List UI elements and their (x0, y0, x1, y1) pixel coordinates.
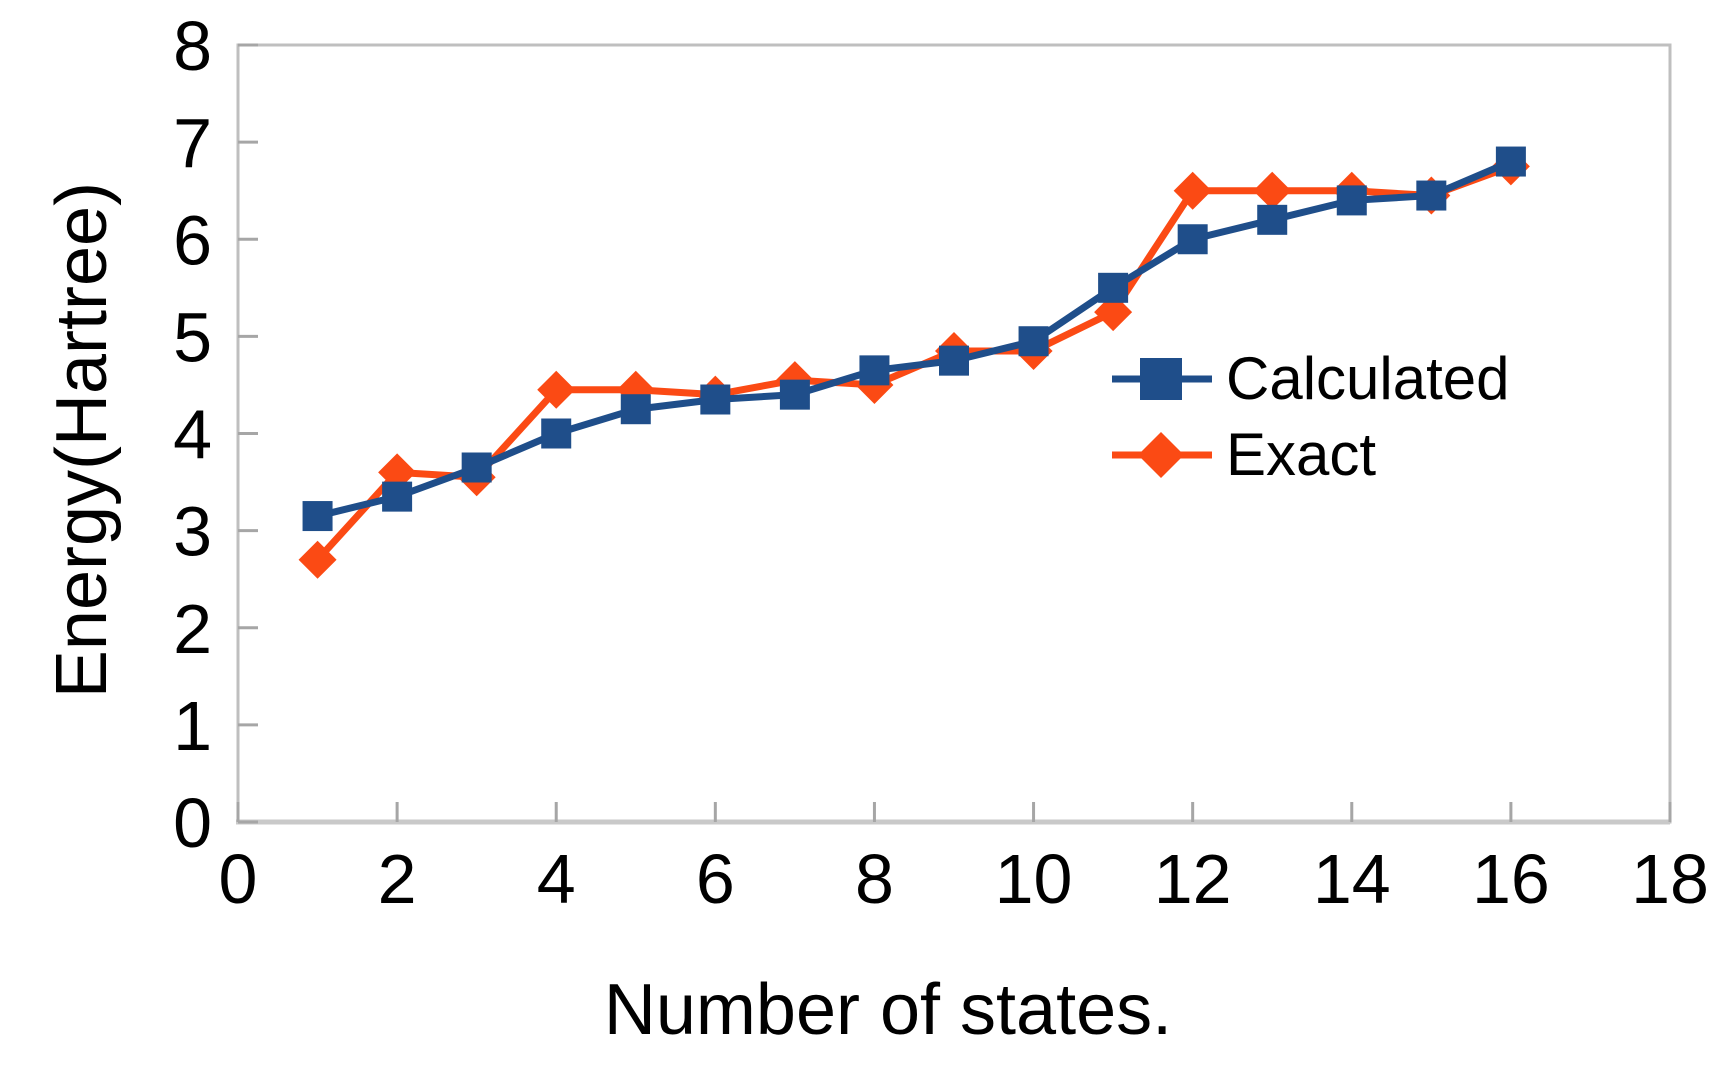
legend-square-marker-icon (1112, 358, 1212, 400)
x-tick-label: 8 (855, 840, 894, 918)
y-tick-label: 0 (173, 784, 212, 862)
y-tick-label: 3 (173, 493, 212, 571)
series-calculated-marker (700, 384, 731, 415)
series-calculated-line (316, 158, 1513, 520)
x-tick-label: 10 (995, 840, 1073, 918)
x-tick-label: 12 (1154, 840, 1232, 918)
series-exact-marker (1253, 171, 1292, 210)
series-calculated-marker (939, 345, 969, 376)
series-calculated-marker (1098, 272, 1129, 303)
y-tick-label: 1 (173, 687, 212, 765)
y-tick-label: 4 (173, 396, 212, 474)
y-tick-label: 6 (173, 201, 212, 279)
x-tick-label: 6 (696, 840, 735, 918)
x-axis-title: Number of states. (603, 970, 1173, 1050)
series-calculated-marker (1177, 224, 1208, 255)
series-calculated-marker (1495, 146, 1526, 177)
y-tick-label: 8 (173, 7, 212, 85)
series-calculated-marker (382, 481, 413, 512)
legend-item-exact: Exact (1112, 424, 1510, 486)
series-calculated-marker (1336, 185, 1367, 216)
series-calculated-marker (620, 394, 651, 425)
series-calculated-marker (461, 452, 492, 483)
legend-item-calculated: Calculated (1112, 348, 1510, 410)
x-tick-label: 0 (219, 840, 258, 918)
x-tick-label: 16 (1472, 840, 1550, 918)
series-calculated-marker (1018, 326, 1049, 357)
y-tick-label: 7 (173, 104, 212, 182)
y-axis-title: Energy(Hartree) (42, 181, 122, 699)
series-exact-marker (1173, 171, 1212, 210)
legend: Calculated Exact (1112, 348, 1510, 486)
series-calculated-marker (1416, 180, 1447, 211)
legend-label-exact: Exact (1226, 421, 1377, 488)
y-tick-label: 2 (173, 590, 212, 668)
x-tick-label: 18 (1631, 840, 1709, 918)
series-calculated-marker (302, 501, 333, 532)
series-calculated-marker (541, 418, 572, 449)
x-tick-label: 2 (378, 840, 417, 918)
series-calculated-marker (779, 379, 810, 410)
series-calculated-marker (1257, 204, 1288, 235)
x-tick-label: 4 (537, 840, 576, 918)
series-exact-marker (537, 370, 576, 409)
series-exact-marker (298, 540, 337, 579)
series-calculated-marker (859, 355, 890, 386)
legend-label-calculated: Calculated (1226, 345, 1510, 412)
x-tick-label: 14 (1313, 840, 1391, 918)
y-tick-label: 5 (173, 298, 212, 376)
legend-diamond-marker-icon (1112, 432, 1212, 478)
